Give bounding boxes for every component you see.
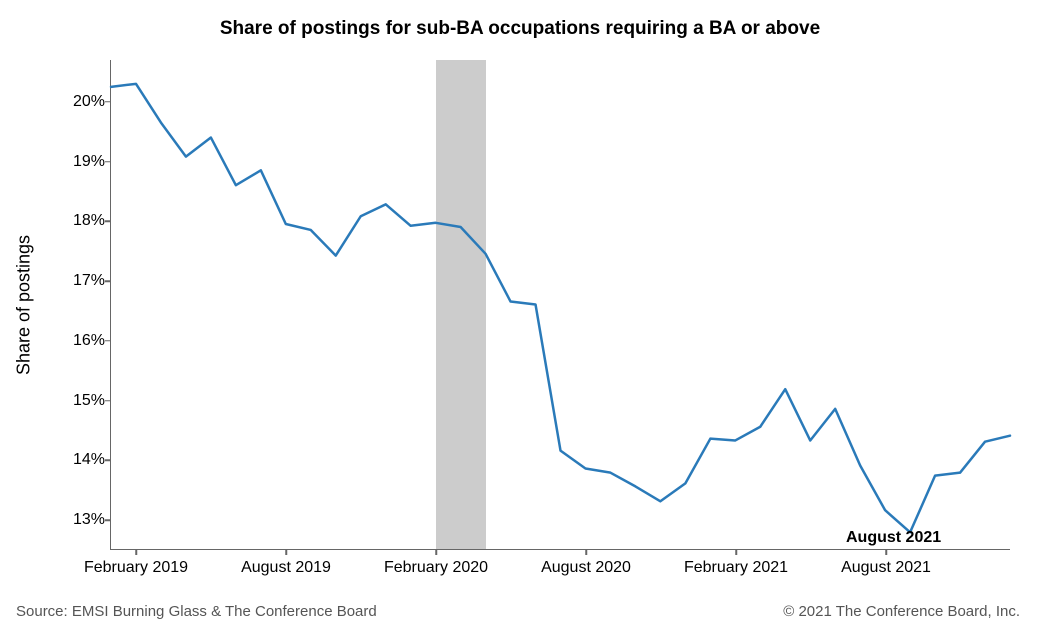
ytick-label: 20%: [61, 93, 105, 111]
xtick-mark: [135, 549, 137, 555]
y-axis-label: Share of postings: [14, 235, 35, 375]
xtick-mark: [435, 549, 437, 555]
plot-area: 13%14%15%16%17%18%19%20%February 2019Aug…: [110, 60, 1010, 550]
xtick-mark: [735, 549, 737, 555]
line-path: [111, 84, 1010, 532]
source-text: Source: EMSI Burning Glass & The Confere…: [16, 603, 377, 620]
ytick-label: 16%: [61, 332, 105, 350]
xtick-label: August 2020: [541, 559, 631, 577]
ytick-mark: [105, 161, 111, 163]
ytick-mark: [105, 460, 111, 462]
xtick-label: August 2019: [241, 559, 331, 577]
xtick-mark: [885, 549, 887, 555]
xtick-label: February 2020: [384, 559, 488, 577]
copyright-text: © 2021 The Conference Board, Inc.: [783, 603, 1020, 620]
ytick-label: 15%: [61, 392, 105, 410]
ytick-mark: [105, 101, 111, 103]
xtick-label: February 2019: [84, 559, 188, 577]
chart-container: Share of postings for sub-BA occupations…: [0, 0, 1040, 630]
ytick-label: 14%: [61, 451, 105, 469]
ytick-label: 13%: [61, 511, 105, 529]
xtick-mark: [285, 549, 287, 555]
xtick-label: August 2021: [841, 559, 931, 577]
ytick-label: 18%: [61, 212, 105, 230]
ytick-mark: [105, 519, 111, 521]
annotation-label: August 2021: [846, 529, 941, 547]
xtick-mark: [585, 549, 587, 555]
ytick-mark: [105, 340, 111, 342]
line-series: [111, 60, 1010, 549]
ytick-mark: [105, 400, 111, 402]
ytick-label: 19%: [61, 153, 105, 171]
chart-title: Share of postings for sub-BA occupations…: [0, 18, 1040, 40]
xtick-label: February 2021: [684, 559, 788, 577]
ytick-label: 17%: [61, 272, 105, 290]
ytick-mark: [105, 221, 111, 223]
ytick-mark: [105, 280, 111, 282]
